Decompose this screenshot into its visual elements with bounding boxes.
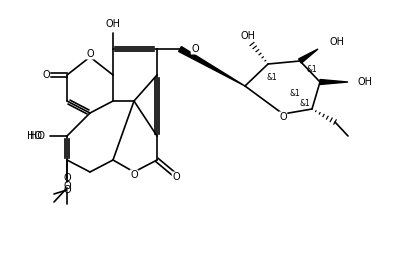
Text: &1: &1 [307, 65, 318, 73]
Text: OH: OH [106, 19, 121, 29]
Text: OH: OH [330, 37, 345, 47]
Text: O: O [86, 49, 94, 59]
Text: O: O [172, 172, 180, 182]
Text: OH: OH [358, 77, 373, 87]
Polygon shape [320, 80, 348, 85]
Text: O: O [42, 70, 50, 80]
Text: HO: HO [27, 131, 42, 141]
Text: O: O [130, 170, 138, 180]
Text: &1: &1 [300, 100, 311, 108]
Text: O: O [63, 173, 71, 183]
Text: O: O [63, 181, 71, 191]
Text: HO: HO [30, 131, 45, 141]
Text: O: O [191, 44, 199, 54]
Text: O: O [63, 185, 71, 195]
Text: &1: &1 [290, 89, 301, 99]
Text: &1: &1 [267, 73, 278, 83]
Polygon shape [178, 46, 245, 86]
Polygon shape [299, 49, 318, 63]
Text: OH: OH [241, 31, 256, 41]
Text: O: O [279, 112, 287, 122]
